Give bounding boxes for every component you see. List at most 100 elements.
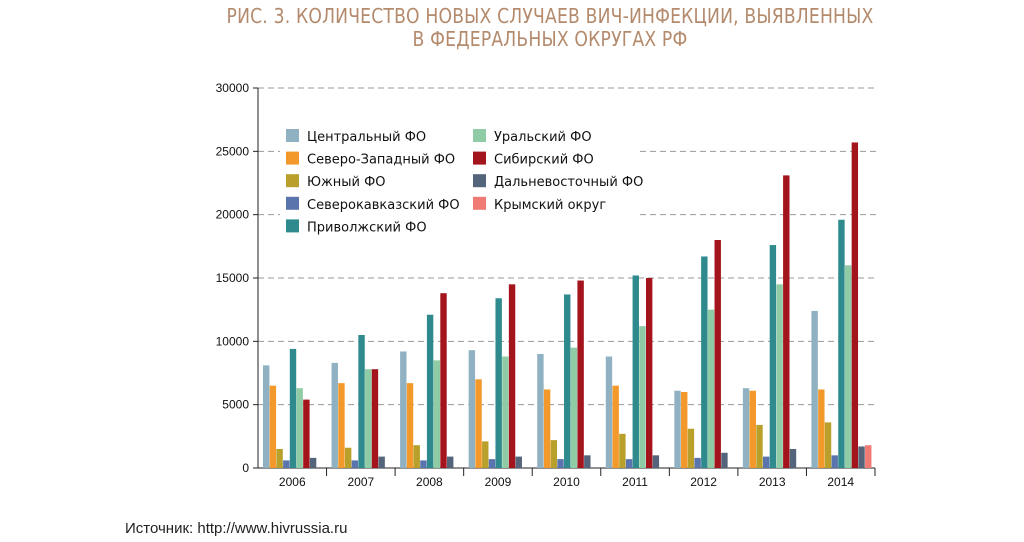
bar-2008-series-1 [406, 383, 414, 468]
bar-2011-series-4 [632, 275, 639, 468]
bar-2011-series-3 [625, 459, 633, 468]
bar-2009-series-6 [508, 284, 516, 468]
bar-2010-series-7 [584, 455, 591, 468]
bar-2013-series-1 [749, 390, 756, 468]
bar-2014-series-3 [831, 455, 838, 468]
legend-swatch-1 [286, 151, 299, 165]
y-tick-label: 30000 [216, 81, 250, 95]
bar-2011-series-1 [612, 385, 619, 468]
bar-2007-series-1 [338, 383, 345, 468]
bar-2012-series-7 [721, 452, 728, 468]
legend-label-8: Крымский округ [494, 198, 606, 213]
bar-2009-series-2 [482, 441, 489, 468]
bar-2008-series-6 [440, 293, 447, 468]
x-tick-label: 2011 [622, 475, 648, 489]
y-tick-label: 15000 [216, 271, 250, 285]
bar-2011-series-0 [605, 356, 613, 468]
legend-swatch-0 [286, 129, 299, 142]
bar-2008-series-3 [420, 460, 427, 468]
bar-2006-series-3 [283, 460, 290, 468]
bar-2012-series-4 [701, 256, 708, 468]
legend-swatch-7 [473, 174, 486, 188]
bar-2012-series-1 [681, 392, 688, 468]
bar-2010-series-5 [570, 347, 578, 468]
bar-2014-series-0 [811, 310, 818, 468]
bar-2009-series-0 [468, 350, 476, 468]
legend-swatch-8 [473, 196, 486, 210]
chart-title-line-1: РИС. 3. КОЛИЧЕСТВО НОВЫХ СЛУЧАЕВ ВИЧ-ИНФ… [226, 4, 874, 28]
bar-2007-series-4 [358, 335, 365, 468]
legend-label-4: Приволжский ФО [307, 220, 427, 235]
source-note: Источник: http://www.hivrussia.ru [125, 520, 348, 537]
x-tick-label: 2013 [759, 475, 786, 489]
bar-2006-series-5 [296, 388, 303, 468]
bar-2014-series-8 [865, 445, 872, 468]
y-tick-label: 0 [242, 461, 249, 475]
bar-2014-series-7 [858, 446, 865, 468]
bar-2006-series-1 [269, 385, 277, 468]
y-tick-label: 10000 [216, 334, 250, 348]
legend-label-7: Дальневосточный ФО [494, 175, 643, 190]
y-tick-label: 5000 [222, 398, 249, 412]
bar-2008-series-5 [433, 360, 441, 468]
bar-2013-series-4 [769, 245, 777, 468]
bar-2014-series-4 [838, 219, 845, 468]
bar-2006-series-7 [309, 457, 317, 468]
bar-2006-series-6 [303, 399, 310, 468]
bar-2013-series-7 [789, 449, 797, 468]
legend-label-3: Северокавказский ФО [307, 198, 460, 213]
x-tick-label: 2007 [347, 475, 374, 489]
bar-2007-series-2 [344, 447, 352, 468]
y-tick-label: 25000 [216, 144, 250, 158]
bar-2009-series-4 [495, 298, 502, 468]
bar-2008-series-4 [426, 314, 434, 468]
bar-2014-series-2 [824, 422, 832, 468]
bar-2010-series-2 [550, 440, 558, 468]
bar-2011-series-2 [619, 433, 626, 468]
bar-2014-series-1 [818, 389, 825, 468]
bar-2009-series-5 [502, 356, 509, 468]
bar-2009-series-7 [515, 456, 522, 468]
bar-2009-series-3 [488, 459, 496, 468]
bar-2014-series-6 [851, 142, 859, 468]
legend-swatch-3 [286, 196, 299, 210]
legend-swatch-2 [286, 174, 299, 188]
bar-2010-series-3 [557, 459, 564, 468]
bar-2012-series-5 [707, 309, 715, 468]
x-tick-label: 2010 [553, 475, 580, 489]
bar-2011-series-5 [639, 326, 646, 468]
legend-swatch-5 [473, 129, 486, 142]
legend-label-1: Северо-Западный ФО [307, 153, 455, 168]
bar-2011-series-6 [645, 278, 653, 468]
bar-2010-series-6 [577, 280, 584, 468]
bar-2010-series-0 [537, 354, 544, 468]
bar-2006-series-2 [276, 449, 283, 468]
bar-2013-series-2 [756, 424, 763, 468]
x-tick-label: 2006 [279, 475, 306, 489]
legend-label-2: Южный ФО [307, 175, 386, 190]
chart-title-line-2: В ФЕДЕРАЛЬНЫХ ОКРУГАХ РФ [412, 27, 688, 51]
bar-2008-series-0 [400, 351, 407, 468]
bars [263, 142, 872, 468]
bar-2014-series-5 [844, 265, 852, 468]
bar-2008-series-7 [447, 456, 454, 468]
bar-2013-series-5 [776, 284, 783, 468]
bar-2012-series-0 [674, 390, 681, 468]
legend-swatch-4 [286, 219, 299, 233]
bar-2006-series-4 [289, 348, 297, 468]
legend: Центральный ФО Северо-Западный ФО Южный ФО… [286, 129, 643, 235]
x-tick-label: 2009 [485, 475, 512, 489]
bar-2007-series-3 [351, 460, 359, 468]
bar-2007-series-0 [331, 362, 338, 468]
x-tick-label: 2008 [416, 475, 443, 489]
legend-swatch-6 [473, 151, 486, 165]
bar-2013-series-6 [783, 175, 790, 468]
bar-2006-series-0 [263, 365, 270, 468]
bar-2010-series-4 [564, 294, 571, 468]
x-tick-label: 2012 [690, 475, 717, 489]
bar-2007-series-5 [365, 369, 372, 468]
bar-2012-series-3 [694, 457, 701, 468]
y-tick-label: 20000 [216, 208, 250, 222]
bar-2013-series-0 [742, 388, 750, 468]
